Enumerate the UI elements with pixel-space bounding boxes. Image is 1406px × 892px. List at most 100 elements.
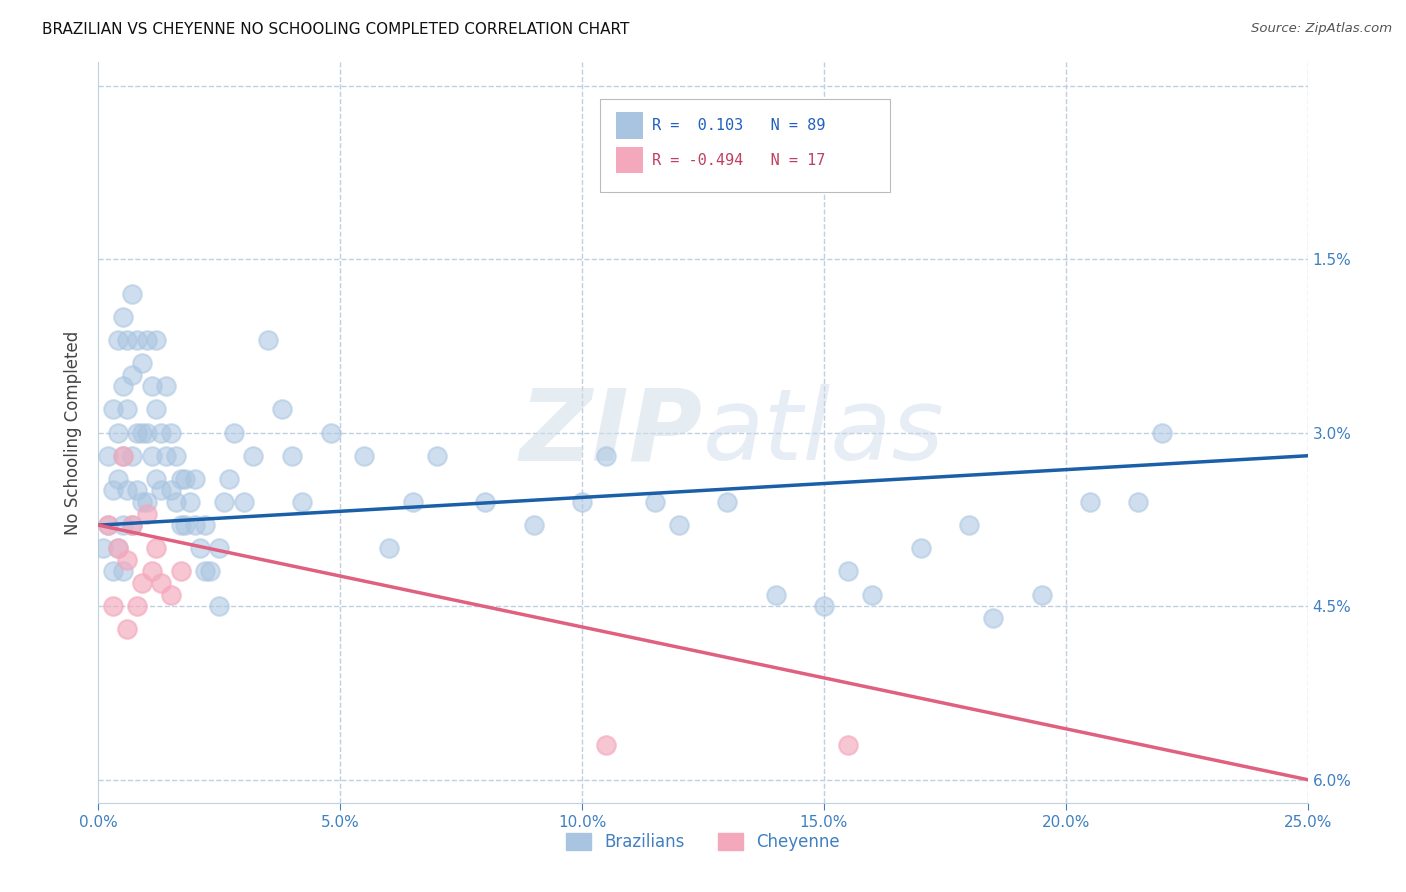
Point: [117, 402, 139, 417]
Point: [145, 541, 167, 556]
Point: [117, 483, 139, 498]
Point: [523, 518, 546, 533]
Point: [668, 518, 690, 533]
Point: [155, 379, 177, 393]
Point: [107, 541, 129, 556]
Point: [981, 610, 1004, 624]
Point: [184, 518, 207, 533]
Point: [145, 333, 167, 347]
Point: [208, 541, 231, 556]
FancyBboxPatch shape: [616, 112, 643, 138]
Point: [194, 565, 217, 579]
Point: [91, 541, 114, 556]
Point: [595, 738, 617, 752]
Point: [117, 622, 139, 636]
Point: [141, 565, 163, 579]
Point: [101, 483, 124, 498]
Point: [571, 495, 593, 509]
Text: R =  0.103   N = 89: R = 0.103 N = 89: [652, 118, 825, 133]
Point: [150, 576, 173, 591]
Text: atlas: atlas: [703, 384, 945, 481]
Point: [1152, 425, 1174, 440]
Point: [107, 472, 129, 486]
Point: [256, 333, 278, 347]
Point: [121, 518, 143, 533]
Point: [127, 425, 149, 440]
Point: [101, 599, 124, 614]
Point: [169, 518, 191, 533]
Point: [179, 495, 201, 509]
Point: [198, 565, 221, 579]
Point: [145, 402, 167, 417]
Text: Source: ZipAtlas.com: Source: ZipAtlas.com: [1251, 22, 1392, 36]
Point: [150, 425, 173, 440]
Point: [150, 483, 173, 498]
Point: [271, 402, 294, 417]
Point: [97, 518, 120, 533]
Point: [837, 565, 859, 579]
Point: [644, 495, 666, 509]
Legend: Brazilians, Cheyenne: Brazilians, Cheyenne: [560, 826, 846, 857]
Point: [765, 588, 787, 602]
Text: BRAZILIAN VS CHEYENNE NO SCHOOLING COMPLETED CORRELATION CHART: BRAZILIAN VS CHEYENNE NO SCHOOLING COMPL…: [42, 22, 630, 37]
Point: [377, 541, 399, 556]
Point: [290, 495, 312, 509]
Point: [208, 599, 231, 614]
Point: [121, 449, 143, 463]
Point: [218, 472, 240, 486]
Point: [135, 425, 157, 440]
Point: [353, 449, 375, 463]
Point: [188, 541, 211, 556]
Point: [169, 472, 191, 486]
Point: [169, 565, 191, 579]
Point: [910, 541, 932, 556]
Point: [107, 541, 129, 556]
Point: [174, 518, 197, 533]
Point: [135, 333, 157, 347]
Point: [141, 449, 163, 463]
Point: [281, 449, 304, 463]
Point: [222, 425, 245, 440]
Point: [127, 333, 149, 347]
Point: [131, 576, 153, 591]
Point: [860, 588, 883, 602]
Point: [426, 449, 449, 463]
Point: [141, 379, 163, 393]
Point: [716, 495, 738, 509]
Point: [1078, 495, 1101, 509]
Point: [155, 449, 177, 463]
Point: [160, 588, 183, 602]
Point: [97, 449, 120, 463]
Point: [111, 379, 134, 393]
Point: [97, 518, 120, 533]
Point: [319, 425, 342, 440]
Point: [837, 738, 859, 752]
Point: [111, 518, 134, 533]
Point: [145, 472, 167, 486]
Point: [117, 333, 139, 347]
Point: [165, 449, 187, 463]
Point: [212, 495, 235, 509]
Point: [165, 495, 187, 509]
FancyBboxPatch shape: [616, 147, 643, 173]
Point: [184, 472, 207, 486]
FancyBboxPatch shape: [600, 99, 890, 192]
Point: [595, 449, 617, 463]
Point: [101, 565, 124, 579]
Point: [111, 565, 134, 579]
Point: [1128, 495, 1150, 509]
Point: [131, 425, 153, 440]
Point: [121, 286, 143, 301]
Point: [107, 333, 129, 347]
Point: [111, 310, 134, 324]
Point: [117, 553, 139, 567]
Point: [111, 449, 134, 463]
Point: [402, 495, 425, 509]
Point: [242, 449, 264, 463]
Point: [813, 599, 835, 614]
Point: [174, 472, 197, 486]
Point: [194, 518, 217, 533]
Y-axis label: No Schooling Completed: No Schooling Completed: [65, 331, 83, 534]
Point: [121, 518, 143, 533]
Text: R = -0.494   N = 17: R = -0.494 N = 17: [652, 153, 825, 169]
